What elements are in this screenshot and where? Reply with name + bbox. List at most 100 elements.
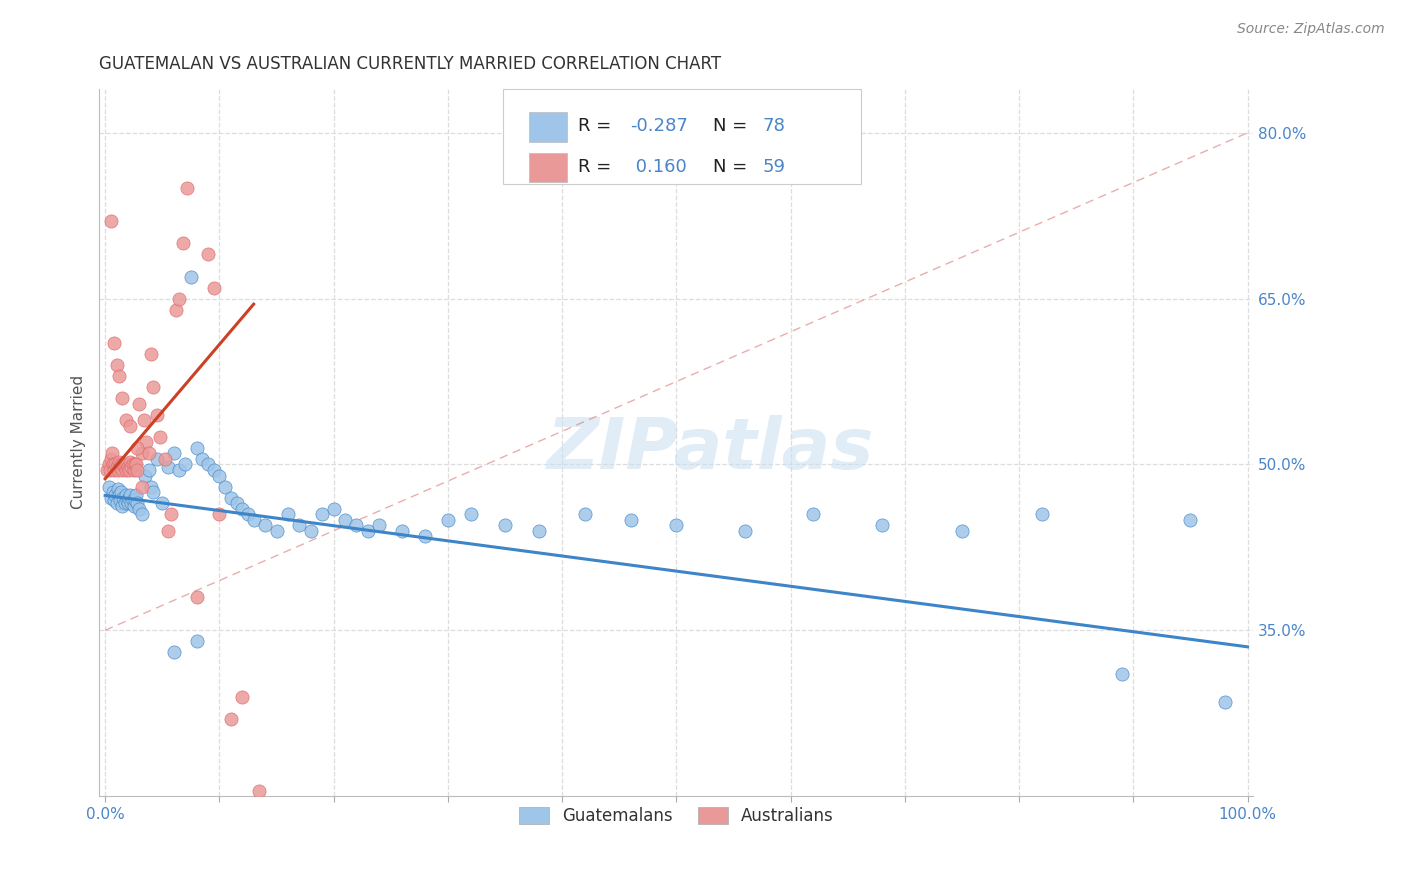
Bar	[529, 153, 567, 183]
Point	[172, 236, 194, 251]
Text: ZIPatlas: ZIPatlas	[547, 415, 875, 484]
Point	[142, 485, 165, 500]
Point	[131, 507, 153, 521]
Point	[120, 496, 142, 510]
Point	[299, 524, 322, 538]
Point	[174, 458, 197, 472]
Text: Source: ZipAtlas.com: Source: ZipAtlas.com	[1237, 22, 1385, 37]
Text: R =: R =	[578, 158, 617, 176]
Point	[111, 391, 134, 405]
Point	[186, 634, 208, 648]
Point	[114, 413, 136, 427]
Point	[186, 590, 208, 604]
Point	[115, 458, 138, 472]
Point	[110, 485, 132, 500]
Point	[1031, 507, 1053, 521]
Point	[156, 524, 179, 538]
Point	[191, 451, 214, 466]
Point	[208, 507, 231, 521]
Point	[103, 463, 125, 477]
Point	[114, 488, 136, 502]
Point	[104, 488, 127, 502]
Point	[368, 518, 391, 533]
Point	[333, 513, 356, 527]
Point	[127, 496, 149, 510]
Text: 0.160: 0.160	[630, 158, 688, 176]
Point	[254, 518, 277, 533]
Point	[122, 500, 145, 514]
Text: R =: R =	[578, 117, 617, 136]
Point	[1180, 513, 1202, 527]
Point	[111, 500, 134, 514]
Point	[98, 463, 121, 477]
Point	[145, 408, 167, 422]
Point	[950, 524, 973, 538]
Point	[322, 501, 344, 516]
Point	[169, 292, 191, 306]
Text: 78: 78	[763, 117, 786, 136]
Point	[100, 214, 122, 228]
Point	[97, 479, 120, 493]
Point	[870, 518, 893, 533]
Point	[120, 455, 142, 469]
Point	[208, 468, 231, 483]
Point	[108, 488, 131, 502]
Point	[160, 507, 183, 521]
Point	[107, 482, 129, 496]
Point	[112, 458, 135, 472]
Point	[125, 488, 148, 502]
Point	[277, 507, 299, 521]
Text: N =: N =	[713, 117, 754, 136]
Point	[127, 463, 149, 477]
Point	[120, 418, 142, 433]
Point	[124, 492, 146, 507]
Point	[145, 451, 167, 466]
Point	[288, 518, 311, 533]
Point	[96, 463, 118, 477]
Point	[346, 518, 368, 533]
Point	[247, 783, 270, 797]
Point	[665, 518, 688, 533]
Point	[202, 463, 225, 477]
Point	[114, 459, 136, 474]
Point	[734, 524, 756, 538]
Text: GUATEMALAN VS AUSTRALIAN CURRENTLY MARRIED CORRELATION CHART: GUATEMALAN VS AUSTRALIAN CURRENTLY MARRI…	[100, 55, 721, 73]
Point	[117, 459, 139, 474]
Point	[122, 463, 145, 477]
Point	[131, 446, 153, 460]
Point	[114, 463, 136, 477]
Point	[169, 463, 191, 477]
Point	[120, 488, 142, 502]
Point	[97, 458, 120, 472]
Point	[103, 335, 125, 350]
Point	[1213, 695, 1236, 709]
Point	[104, 458, 127, 472]
Text: N =: N =	[713, 158, 754, 176]
Point	[139, 479, 162, 493]
Point	[214, 479, 236, 493]
Point	[101, 446, 124, 460]
Text: 59: 59	[763, 158, 786, 176]
Point	[105, 496, 128, 510]
Point	[529, 524, 551, 538]
Point	[231, 690, 253, 704]
Point	[135, 435, 157, 450]
Point	[153, 451, 176, 466]
Point	[128, 397, 150, 411]
Point	[103, 492, 125, 507]
Point	[128, 501, 150, 516]
Point	[110, 458, 132, 472]
Point	[100, 491, 122, 505]
Point	[231, 501, 253, 516]
Point	[311, 507, 333, 521]
Point	[225, 496, 247, 510]
Point	[202, 280, 225, 294]
Point	[1111, 667, 1133, 681]
Point	[186, 441, 208, 455]
Point	[120, 459, 142, 474]
Bar	[529, 112, 567, 142]
Point	[437, 513, 460, 527]
Legend: Guatemalans, Australians: Guatemalans, Australians	[510, 799, 842, 834]
Point	[138, 463, 160, 477]
Point	[100, 451, 122, 466]
